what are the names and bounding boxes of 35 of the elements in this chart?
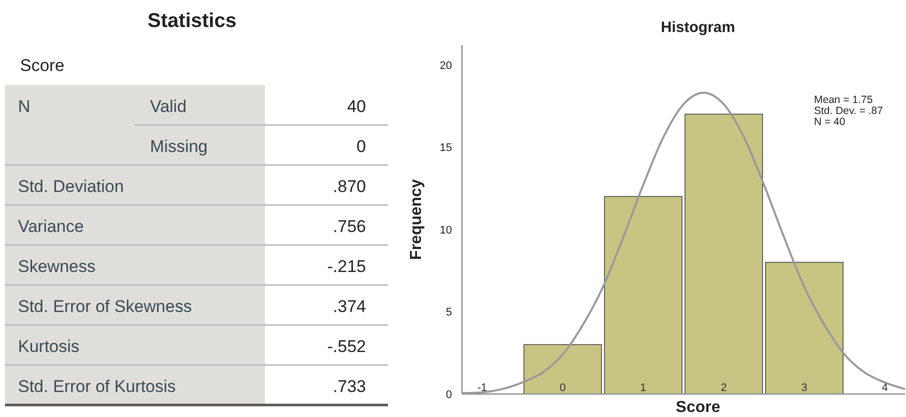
category-label: Kurtosis (18, 337, 80, 356)
text: .870 (332, 177, 366, 196)
annotation: N = 40 (814, 116, 846, 128)
x-axis-title: Score (676, 399, 720, 416)
category-label: Variance (18, 217, 84, 236)
y-tick-label: 5 (446, 306, 452, 319)
category-label: Std. Error of Kurtosis (18, 377, 176, 396)
category-label: Missing (150, 137, 208, 156)
annotation: Std. Dev. = .87 (814, 105, 884, 117)
text: .374 (332, 297, 366, 316)
text: Statistics (148, 10, 236, 32)
text: .733 (332, 377, 366, 396)
x-tick-label: -1 (477, 382, 488, 394)
x-tick-label: 0 (560, 382, 566, 394)
category-label: Std. Error of Skewness (18, 297, 192, 316)
category-label: Skewness (18, 257, 96, 276)
x-tick-label: 4 (882, 382, 888, 394)
y-tick-label: 20 (440, 60, 452, 72)
y-tick-label: 10 (440, 224, 452, 236)
category-label: Valid (150, 97, 187, 116)
category-label: Std. Deviation (18, 177, 124, 196)
x-tick-label: 2 (720, 382, 727, 394)
text: Score (20, 56, 64, 75)
text: 0 (356, 137, 366, 156)
chart-title: Histogram (660, 19, 736, 36)
x-tick-label: 3 (801, 382, 808, 394)
annotation: Mean = 1.75 (814, 94, 873, 106)
y-tick-label: 15 (440, 142, 452, 154)
text: -.552 (327, 337, 366, 356)
text: 40 (347, 97, 366, 116)
text: -.215 (327, 257, 366, 276)
y-axis-title: Frequency (408, 178, 425, 260)
category-label: N (18, 97, 30, 116)
text: .756 (332, 217, 366, 236)
x-tick-label: 1 (640, 382, 646, 394)
